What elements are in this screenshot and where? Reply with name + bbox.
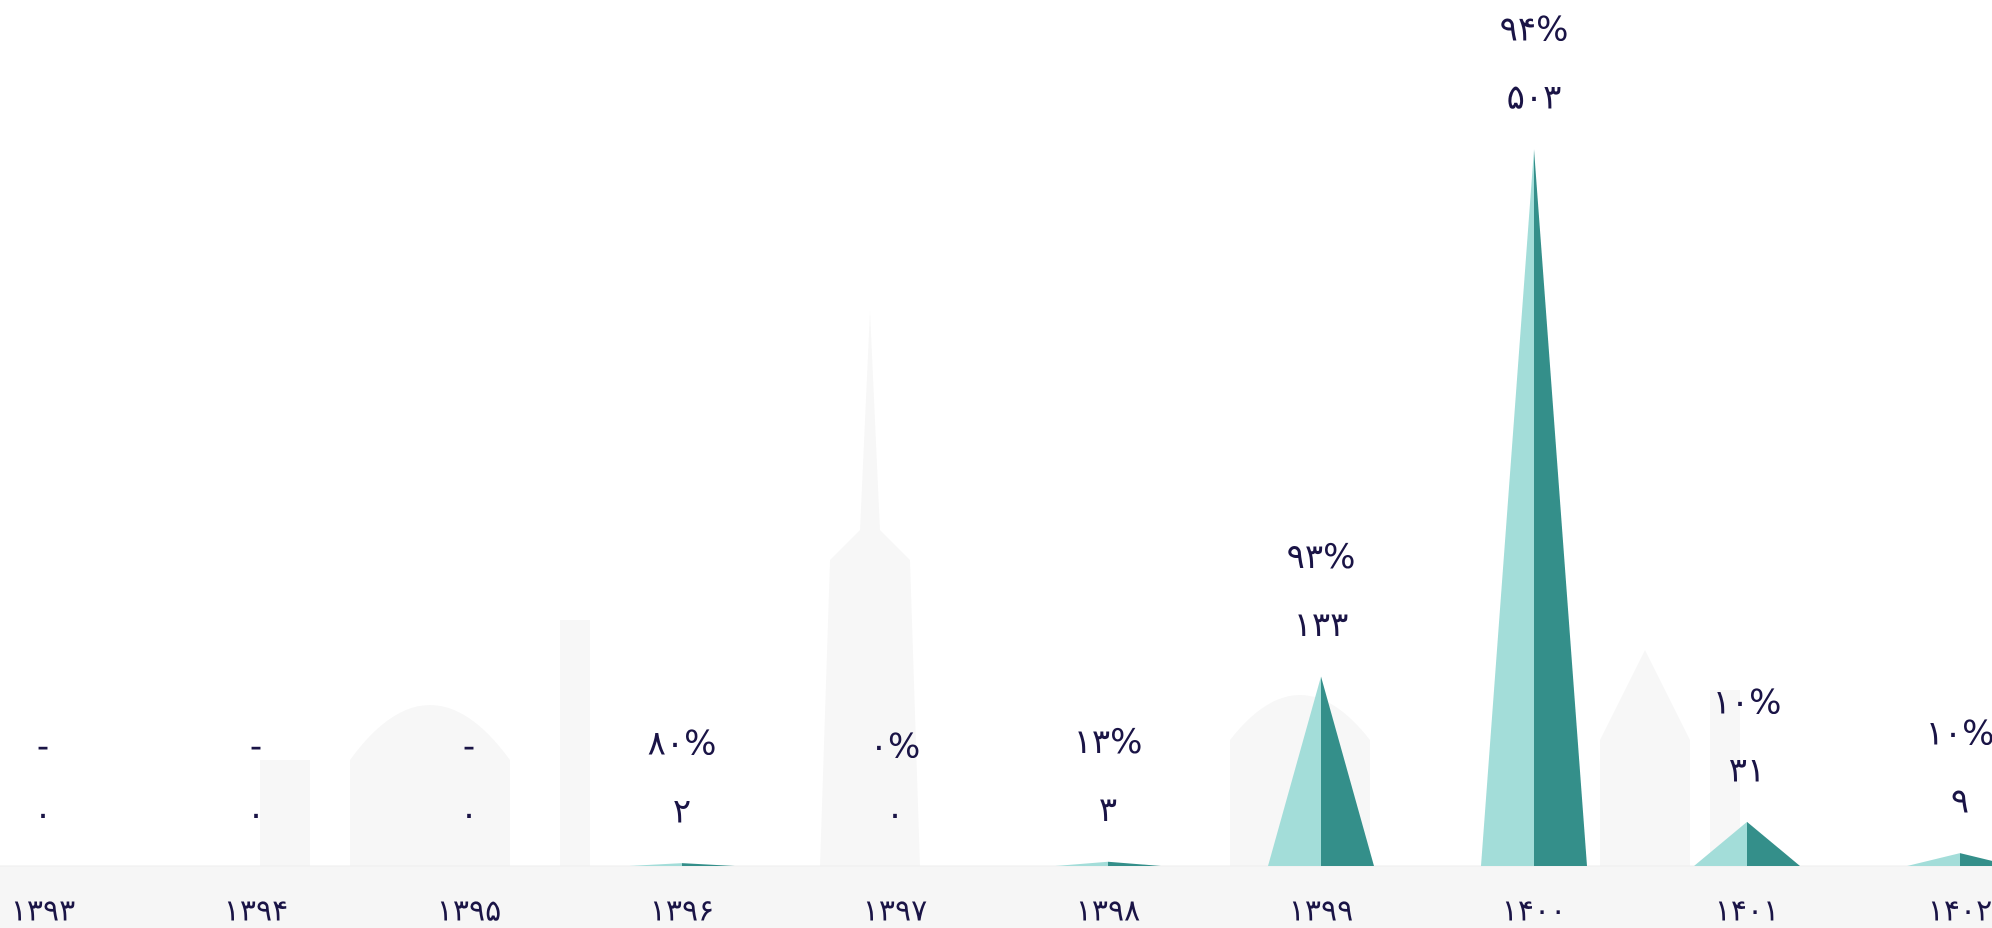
value-label: ۵۰۳ [1507,78,1562,118]
change-label: ۹۴% [1500,10,1569,50]
bar-left [629,863,682,866]
change-label: ۸۰% [648,724,717,764]
value-label: ۱۳۳ [1294,605,1349,645]
x-tick-label: ۱۳۹۹ [1289,894,1353,928]
change-label: - [37,727,49,767]
change-label: ۱۰% [1926,714,1992,754]
bar-right [682,863,735,866]
change-label: ۱۳% [1074,722,1143,762]
value-label: ۰ [247,795,265,835]
value-label: ۰ [34,795,52,835]
change-label: ۹۳% [1287,537,1356,577]
value-label: ۲ [673,792,691,832]
value-label: ۰ [886,795,904,835]
x-tick-label: ۱۴۰۲ [1928,894,1992,928]
value-label: ۹ [1951,782,1969,822]
change-label: - [463,727,475,767]
change-label: ۱۰% [1713,682,1782,722]
x-tick-label: ۱۳۹۷ [863,894,927,928]
bar-left [1907,853,1960,866]
x-tick-label: ۱۳۹۳ [11,894,75,928]
bar-left [1694,821,1747,866]
bar-left [1268,676,1321,866]
bar-left [1055,861,1108,866]
bar-right [1321,676,1374,866]
x-tick-label: ۱۳۹۴ [224,894,288,928]
bar-right [1108,861,1161,866]
x-tick-label: ۱۳۹۸ [1076,894,1140,928]
bar-right [1747,821,1800,866]
value-label: ۳ [1099,790,1117,830]
bar-left [1481,149,1534,867]
change-label: - [250,727,262,767]
x-tick-label: ۱۳۹۵ [437,894,501,928]
change-label: ۰% [870,727,921,767]
bar-right [1534,149,1587,867]
bar-right [1960,853,1992,866]
value-label: ۳۱ [1729,750,1766,790]
value-label: ۰ [460,795,478,835]
x-tick-label: ۱۴۰۰ [1502,894,1566,928]
x-tick-label: ۱۴۰۱ [1715,894,1779,928]
x-tick-label: ۱۳۹۶ [650,894,714,928]
footer-band [0,866,1992,928]
